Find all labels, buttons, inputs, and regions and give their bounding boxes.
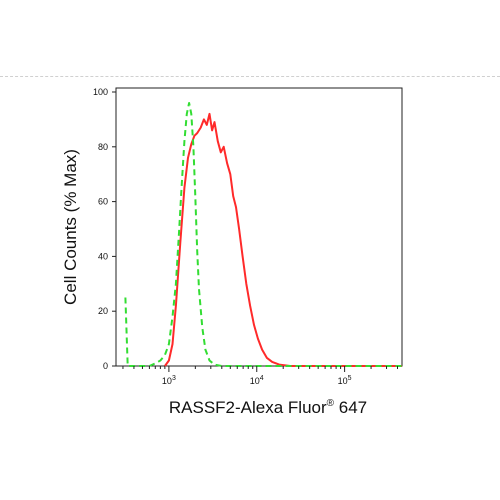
plot-frame bbox=[115, 87, 403, 367]
x-axis-label-tail: 647 bbox=[334, 398, 367, 417]
y-tick-label: 80 bbox=[98, 142, 108, 152]
y-tick-label: 0 bbox=[103, 361, 108, 371]
x-tick-label: 104 bbox=[250, 375, 264, 386]
y-tick-label: 40 bbox=[98, 251, 108, 261]
y-tick-label: 100 bbox=[93, 87, 108, 97]
x-axis-label-superscript: ® bbox=[327, 398, 335, 409]
y-axis-ticks: 0 20 40 60 80 100 bbox=[93, 87, 116, 371]
control-histogram-line bbox=[124, 102, 402, 367]
plot-border bbox=[115, 87, 403, 367]
y-tick-label: 60 bbox=[98, 197, 108, 207]
series-layer bbox=[124, 102, 402, 367]
sample-histogram-line bbox=[164, 112, 402, 367]
y-tick-label: 20 bbox=[98, 306, 108, 316]
dotted-guide-line bbox=[0, 76, 500, 77]
x-axis-ticks: 103 104 105 bbox=[122, 366, 399, 386]
x-tick-label: 105 bbox=[338, 375, 352, 386]
x-axis-label: RASSF2-Alexa Fluor® 647 bbox=[169, 398, 367, 417]
x-tick-label: 103 bbox=[162, 375, 176, 386]
x-axis-label-main: RASSF2-Alexa Fluor bbox=[169, 398, 327, 417]
y-axis-label: Cell Counts (% Max) bbox=[61, 149, 80, 305]
